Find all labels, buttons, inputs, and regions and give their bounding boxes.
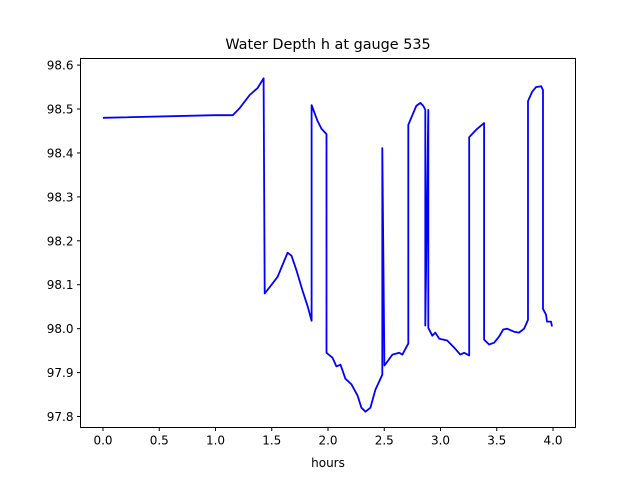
y-tick-label: 98.1 xyxy=(47,278,74,292)
x-tick-label: 0.0 xyxy=(93,434,112,448)
x-tick-label: 3.0 xyxy=(431,434,450,448)
x-axis-label: hours xyxy=(311,456,345,470)
x-tick-label: 2.0 xyxy=(318,434,337,448)
y-tick-label: 97.9 xyxy=(47,366,74,380)
x-tick-label: 3.5 xyxy=(487,434,506,448)
x-tick-label: 1.0 xyxy=(206,434,225,448)
x-tick-label: 4.0 xyxy=(543,434,562,448)
plot-frame xyxy=(80,58,576,428)
x-tick-label: 2.5 xyxy=(375,434,394,448)
y-tick-label: 98.3 xyxy=(47,190,74,204)
chart-title: Water Depth h at gauge 535 xyxy=(225,37,430,53)
x-tick-label: 0.5 xyxy=(150,434,169,448)
y-tick-label: 98.0 xyxy=(47,322,74,336)
y-tick-label: 98.5 xyxy=(47,103,74,117)
x-tick-label: 1.5 xyxy=(262,434,281,448)
y-tick-label: 98.6 xyxy=(47,59,74,73)
y-tick-label: 98.2 xyxy=(47,234,74,248)
series-line-h xyxy=(102,77,553,413)
y-tick-label: 97.8 xyxy=(47,410,74,424)
y-tick-label: 98.4 xyxy=(47,146,74,160)
